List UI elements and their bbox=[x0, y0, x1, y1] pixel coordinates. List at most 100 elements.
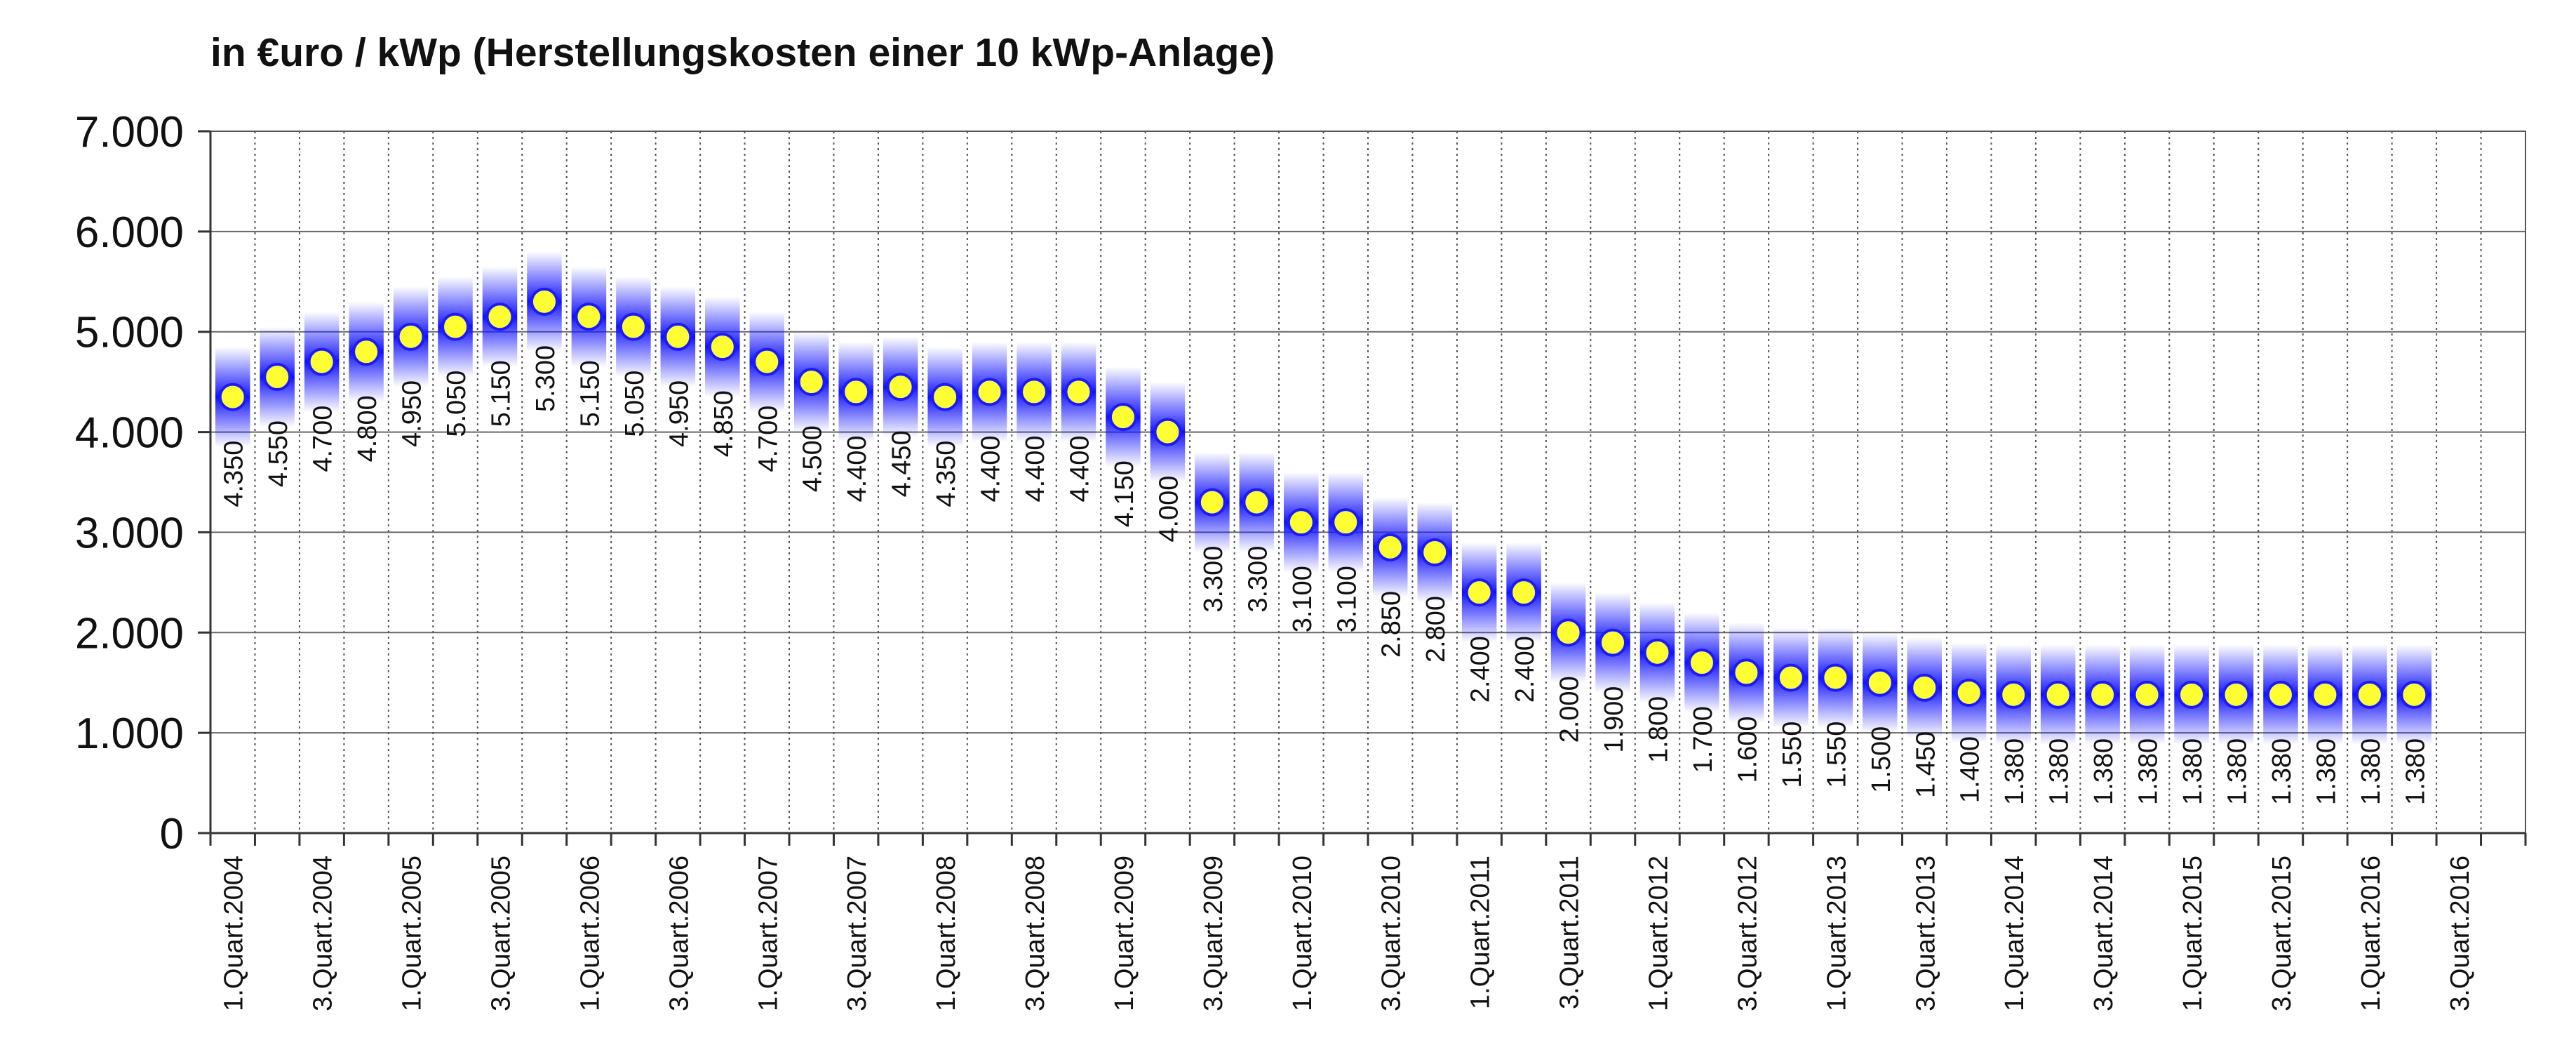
data-label: 1.550 bbox=[1778, 721, 1807, 788]
y-tick-label: 0 bbox=[160, 810, 184, 858]
x-tick-label: 3.Quart.2008 bbox=[1021, 856, 1050, 1011]
data-marker bbox=[619, 312, 648, 341]
data-label: 1.550 bbox=[1822, 721, 1851, 788]
x-tick-label: 1.Quart.2008 bbox=[932, 856, 961, 1011]
data-label: 3.300 bbox=[1243, 546, 1273, 613]
data-marker bbox=[753, 347, 781, 376]
data-label: 5.050 bbox=[442, 371, 471, 437]
data-marker bbox=[708, 333, 737, 361]
data-label: 1.800 bbox=[1644, 696, 1674, 763]
y-tick-label: 2.000 bbox=[75, 609, 184, 658]
data-label: 5.150 bbox=[487, 360, 516, 427]
data-marker bbox=[263, 363, 292, 391]
data-label: 5.150 bbox=[575, 360, 605, 427]
data-marker bbox=[1732, 658, 1761, 687]
data-marker bbox=[2355, 680, 2384, 709]
data-label: 1.380 bbox=[2178, 738, 2208, 805]
data-marker bbox=[1198, 488, 1226, 517]
data-label: 5.300 bbox=[531, 345, 561, 412]
x-tick-label: 1.Quart.2007 bbox=[753, 856, 783, 1011]
data-marker bbox=[2311, 680, 2340, 709]
data-label: 4.350 bbox=[932, 441, 961, 507]
data-label: 1.450 bbox=[1911, 731, 1940, 798]
data-label: 4.800 bbox=[353, 395, 382, 462]
data-marker bbox=[2400, 680, 2429, 709]
data-marker bbox=[575, 302, 603, 331]
data-marker bbox=[1510, 578, 1538, 607]
data-label: 1.380 bbox=[2045, 738, 2074, 805]
data-label: 4.450 bbox=[887, 430, 917, 497]
x-tick-label: 1.Quart.2013 bbox=[1822, 856, 1851, 1011]
x-tick-label: 3.Quart.2011 bbox=[1555, 856, 1585, 1009]
data-marker bbox=[1020, 378, 1049, 406]
axes bbox=[198, 130, 2527, 846]
data-marker bbox=[1465, 578, 1494, 607]
y-tick-label: 5.000 bbox=[75, 309, 184, 357]
x-tick-label: 1.Quart.2014 bbox=[2000, 856, 2030, 1011]
y-axis-ticks: 0 1.000 2.000 3.000 4.000 5.000 6.000 7.000 bbox=[75, 108, 184, 858]
x-tick-label: 1.Quart.2005 bbox=[398, 856, 427, 1011]
data-label: 4.400 bbox=[1021, 435, 1050, 502]
y-tick-label: 7.000 bbox=[75, 108, 184, 157]
data-label: 2.400 bbox=[1466, 636, 1496, 703]
x-tick-label: 3.Quart.2005 bbox=[487, 856, 516, 1011]
data-marker bbox=[1242, 488, 1271, 517]
data-marker bbox=[1554, 618, 1583, 647]
data-label: 4.150 bbox=[1110, 460, 1139, 527]
data-marker bbox=[975, 378, 1004, 406]
chart-title: in €uro / kWp (Herstellungskosten einer … bbox=[210, 30, 1275, 75]
y-tick-label: 4.000 bbox=[75, 409, 184, 458]
x-axis-ticks: 1.Quart.2004 3.Quart.2004 1.Quart.2005 3.Qu… bbox=[220, 856, 2475, 1011]
x-tick-label: 3.Quart.2012 bbox=[1733, 856, 1762, 1011]
data-marker bbox=[1064, 378, 1093, 406]
data-label: 1.380 bbox=[2401, 738, 2430, 805]
x-tick-label: 3.Quart.2016 bbox=[2446, 856, 2475, 1011]
data-marker bbox=[2088, 680, 2117, 709]
data-marker bbox=[1954, 679, 1983, 707]
data-marker bbox=[1599, 628, 1628, 657]
data-marker bbox=[396, 322, 425, 351]
data-label: 1.600 bbox=[1733, 716, 1762, 783]
data-marker bbox=[2044, 680, 2072, 709]
data-label: 4.950 bbox=[664, 380, 694, 447]
x-tick-label: 3.Quart.2007 bbox=[843, 856, 872, 1011]
data-label: 2.400 bbox=[1510, 636, 1540, 703]
data-marker bbox=[2266, 680, 2295, 709]
data-marker bbox=[1999, 680, 2028, 709]
x-tick-label: 3.Quart.2013 bbox=[1911, 856, 1940, 1011]
data-label: 1.380 bbox=[2223, 738, 2253, 805]
data-label: 1.900 bbox=[1599, 686, 1629, 753]
data-labels: 4.350 4.550 4.700 4.800 4.950 5.050 5.150 5.300… bbox=[220, 345, 2431, 805]
data-marker bbox=[2133, 680, 2161, 709]
x-tick-label: 3.Quart.2009 bbox=[1199, 856, 1228, 1011]
data-marker bbox=[1687, 649, 1716, 677]
data-label: 3.300 bbox=[1199, 546, 1228, 613]
data-label: 1.380 bbox=[2000, 738, 2030, 805]
data-label: 2.850 bbox=[1377, 591, 1407, 658]
data-marker bbox=[1865, 668, 1894, 697]
data-label: 5.050 bbox=[620, 371, 650, 437]
data-label: 2.000 bbox=[1555, 676, 1585, 743]
data-label: 1.700 bbox=[1689, 706, 1718, 773]
data-marker bbox=[842, 378, 871, 406]
data-label: 4.700 bbox=[309, 406, 338, 472]
x-tick-label: 1.Quart.2016 bbox=[2356, 856, 2386, 1011]
data-marker bbox=[1910, 673, 1939, 702]
data-label: 4.850 bbox=[709, 390, 739, 457]
data-marker bbox=[664, 322, 692, 351]
data-label: 1.400 bbox=[1956, 736, 1985, 803]
data-label: 1.380 bbox=[2356, 738, 2386, 805]
x-tick-label: 1.Quart.2010 bbox=[1288, 856, 1317, 1011]
data-label: 4.000 bbox=[1154, 476, 1183, 543]
data-label: 1.380 bbox=[2312, 738, 2341, 805]
data-marker bbox=[1108, 403, 1137, 432]
data-label: 1.500 bbox=[1867, 726, 1896, 793]
data-marker bbox=[2178, 680, 2206, 709]
data-marker bbox=[2222, 680, 2250, 709]
data-label: 2.800 bbox=[1421, 596, 1451, 663]
data-marker bbox=[1287, 508, 1315, 537]
data-label: 3.100 bbox=[1332, 566, 1362, 632]
x-tick-label: 3.Quart.2010 bbox=[1377, 856, 1407, 1011]
data-label: 1.380 bbox=[2089, 738, 2119, 805]
